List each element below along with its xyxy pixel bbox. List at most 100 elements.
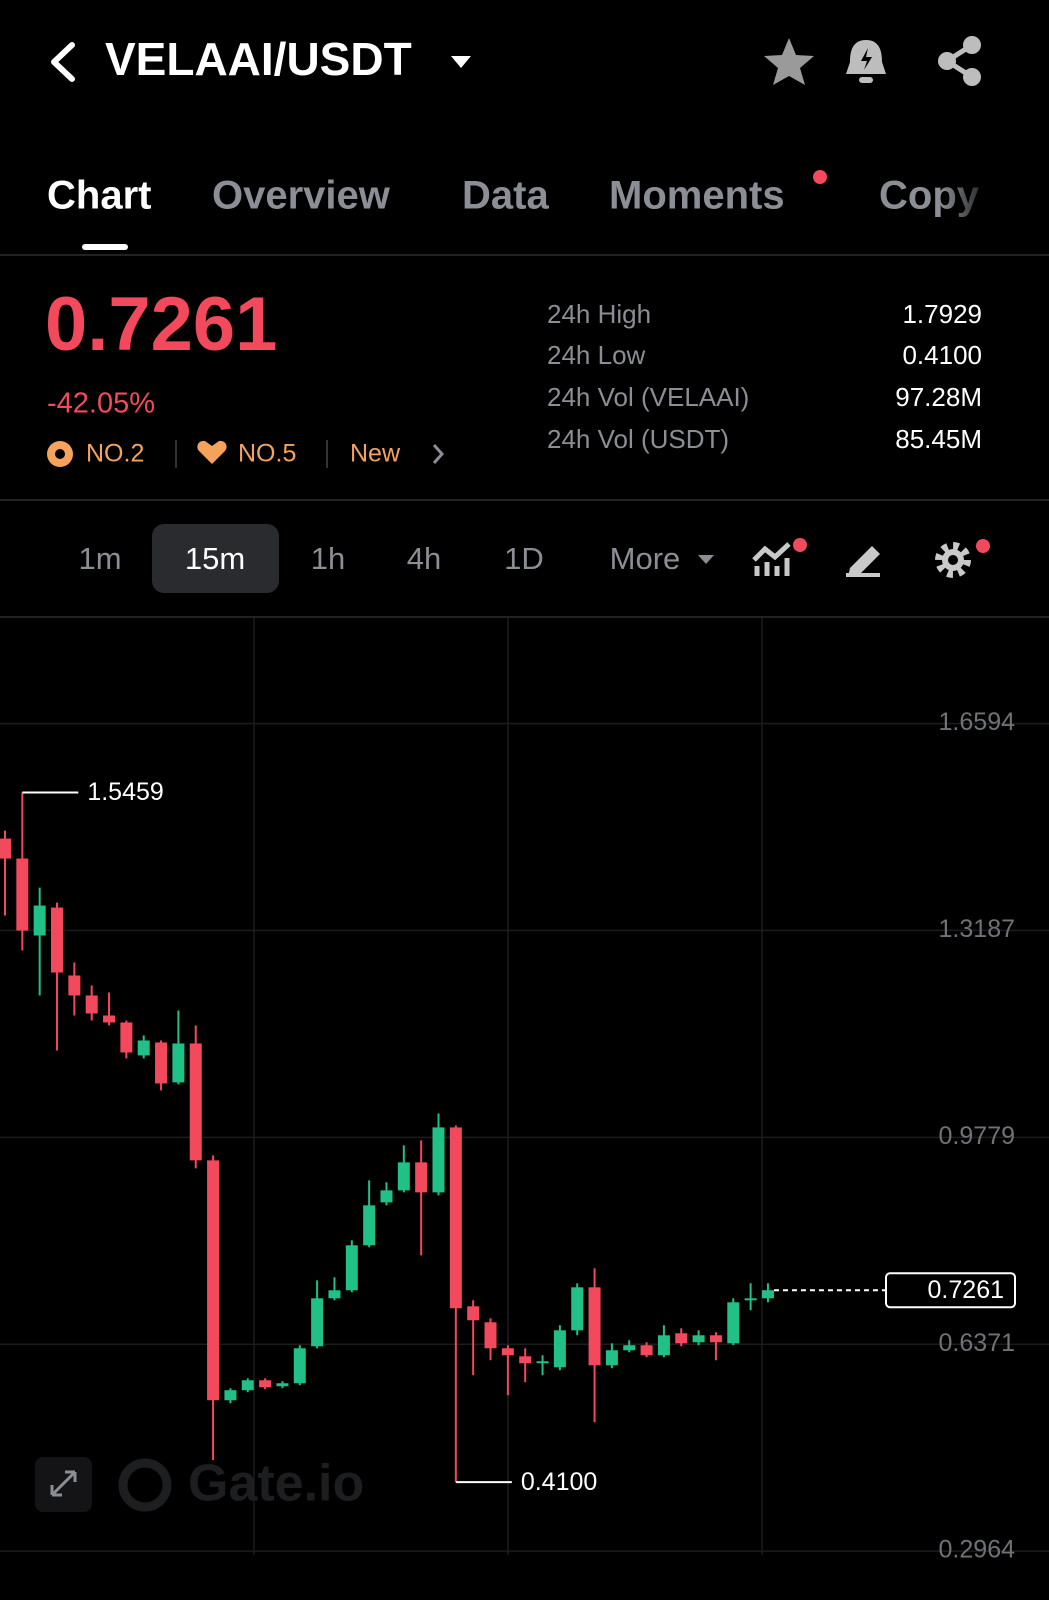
tab[interactable]: Data	[462, 174, 549, 218]
candle-body	[553, 1330, 566, 1368]
candle-body	[380, 1190, 393, 1203]
share-icon[interactable]	[938, 36, 981, 86]
candle-body	[224, 1390, 237, 1401]
bolt	[861, 48, 872, 70]
interval[interactable]: 1h	[311, 541, 345, 576]
candle-body	[623, 1345, 636, 1351]
candle-body	[501, 1348, 514, 1356]
notification-dot	[793, 538, 807, 552]
candle-body	[449, 1127, 462, 1309]
candle-body	[397, 1162, 410, 1191]
indicator-icon[interactable]	[752, 542, 791, 576]
tab[interactable]: Chart	[47, 174, 151, 218]
tab-indicator	[82, 244, 128, 250]
bell-clapper	[859, 77, 873, 83]
pair-title[interactable]: VELAAI/USDT	[105, 33, 412, 85]
tab[interactable]: Overview	[212, 174, 391, 218]
gear-hole	[948, 555, 958, 565]
candle-body	[536, 1361, 549, 1364]
price-box	[885, 1272, 1016, 1309]
tab-mask	[1000, 165, 1049, 235]
y-tick-label: 0.9779	[939, 1122, 1015, 1150]
tab[interactable]: Moments	[609, 174, 785, 218]
candle-body	[0, 838, 11, 859]
candle-body	[432, 1127, 445, 1193]
tab-fade	[940, 165, 1000, 235]
candle-body	[259, 1380, 272, 1388]
more-dropdown[interactable]	[698, 555, 714, 564]
stat-value: 85.45M	[895, 424, 982, 454]
stat-label: 24h Low	[547, 340, 646, 370]
draw-icon[interactable]	[846, 546, 880, 577]
candle-body	[761, 1290, 774, 1299]
price-label: 0.7261	[928, 1276, 1004, 1304]
back-button[interactable]	[51, 42, 75, 82]
candle-body	[709, 1335, 722, 1343]
edge	[942, 42, 974, 80]
price-change: -42.05%	[47, 388, 155, 420]
heart-icon	[197, 440, 227, 464]
candle-body	[484, 1322, 497, 1349]
badge[interactable]: New	[350, 440, 401, 468]
y-tick-label: 1.3187	[939, 915, 1015, 943]
candle-body	[467, 1306, 480, 1321]
interval-selected-bg	[152, 524, 279, 593]
last-price: 0.7261	[45, 282, 277, 367]
extreme-label: 0.4100	[521, 1468, 597, 1496]
candle-body	[276, 1383, 289, 1387]
y-tick-label: 0.2964	[939, 1536, 1016, 1564]
interval[interactable]: More	[610, 541, 681, 576]
stat-label: 24h Vol (USDT)	[547, 424, 729, 454]
candle-body	[103, 1015, 116, 1023]
badge-arrow[interactable]	[432, 444, 445, 464]
candle-body	[605, 1350, 618, 1366]
watermark-logo	[118, 1458, 172, 1512]
interval[interactable]: 4h	[407, 541, 441, 576]
candle-body	[588, 1287, 601, 1366]
stat-label: 24h High	[547, 299, 651, 329]
y-tick-label: 0.6371	[939, 1329, 1015, 1357]
candle-body	[293, 1348, 306, 1384]
favorite-icon[interactable]	[764, 38, 814, 85]
pencil-base	[846, 573, 880, 577]
stat-value: 1.7929	[902, 299, 982, 329]
candle-body	[415, 1162, 428, 1193]
candle-body	[744, 1298, 757, 1301]
candle-body	[68, 975, 81, 996]
candle-body	[345, 1245, 358, 1291]
indicator-line	[752, 542, 791, 562]
gear-teeth	[935, 542, 971, 578]
notification-dot	[813, 170, 827, 184]
interval[interactable]: 1D	[504, 541, 544, 576]
settings-icon[interactable]	[935, 542, 971, 578]
interval[interactable]: 1m	[78, 541, 121, 576]
stat-value: 97.28M	[895, 382, 982, 412]
watermark: Gate.io	[188, 1455, 364, 1513]
fullscreen-icon	[50, 1470, 77, 1497]
candle-body	[137, 1040, 150, 1056]
badge[interactable]: NO.2	[86, 440, 144, 468]
candle-body	[657, 1335, 670, 1356]
candle-body	[189, 1043, 202, 1161]
candle-body	[16, 858, 29, 931]
candle-body	[640, 1345, 653, 1356]
candle-body	[120, 1022, 133, 1053]
alert-icon[interactable]	[846, 40, 886, 83]
candle-body	[85, 995, 98, 1014]
pencil	[848, 546, 880, 577]
candle-body	[33, 905, 46, 936]
indicator-bars	[754, 558, 790, 576]
candle-body	[155, 1042, 168, 1084]
stat-label: 24h Vol (VELAAI)	[547, 382, 749, 412]
candle-body	[328, 1290, 341, 1299]
candle-body	[311, 1298, 324, 1347]
candle-body	[571, 1287, 584, 1331]
pair-dropdown[interactable]	[451, 56, 471, 68]
badge[interactable]: NO.5	[238, 440, 296, 468]
extreme-label: 1.5459	[87, 778, 163, 806]
candle-body	[241, 1380, 254, 1391]
interval[interactable]: 15m	[185, 541, 245, 576]
